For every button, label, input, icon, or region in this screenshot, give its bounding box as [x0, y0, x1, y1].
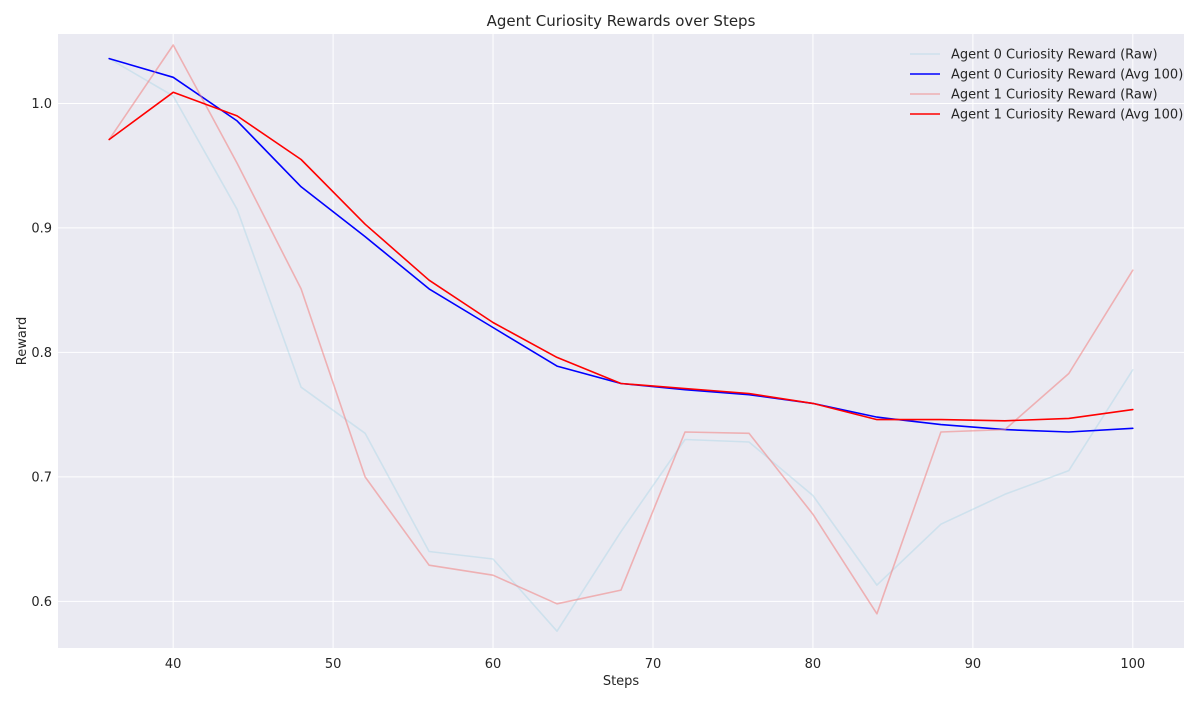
x-tick-label: 90	[965, 657, 982, 672]
legend-label-1: Agent 0 Curiosity Reward (Avg 100)	[951, 68, 1183, 83]
y-tick-label: 0.8	[31, 346, 52, 361]
legend-label-2: Agent 1 Curiosity Reward (Raw)	[951, 88, 1158, 103]
x-tick-label: 60	[485, 657, 502, 672]
series-line-3	[108, 91, 1134, 422]
series-lines	[108, 44, 1134, 633]
grid	[58, 34, 1184, 648]
y-tick-label: 0.9	[31, 221, 52, 236]
chart-title: Agent Curiosity Rewards over Steps	[487, 12, 756, 30]
plot-area	[58, 34, 1184, 648]
x-tick-label: 40	[165, 657, 182, 672]
y-tick-label: 0.7	[31, 470, 52, 485]
series-line-2	[108, 44, 1134, 615]
x-axis-label: Steps	[603, 674, 640, 689]
x-tick-label: 80	[805, 657, 822, 672]
x-tick-label: 50	[325, 657, 342, 672]
legend: Agent 0 Curiosity Reward (Raw) Agent 0 Cu…	[910, 48, 1183, 123]
y-tick-label: 0.6	[31, 595, 52, 610]
series-line-0	[108, 57, 1134, 633]
x-tick-label: 100	[1120, 657, 1145, 672]
tick-labels: 40 50 60 70 80 90 100 0.6 0.7 0.8 0.9 1.0	[31, 97, 1145, 672]
legend-label-3: Agent 1 Curiosity Reward (Avg 100)	[951, 108, 1183, 123]
y-tick-label: 1.0	[31, 97, 52, 112]
legend-label-0: Agent 0 Curiosity Reward (Raw)	[951, 48, 1158, 63]
y-axis-label: Reward	[15, 317, 30, 365]
x-tick-label: 70	[645, 657, 662, 672]
